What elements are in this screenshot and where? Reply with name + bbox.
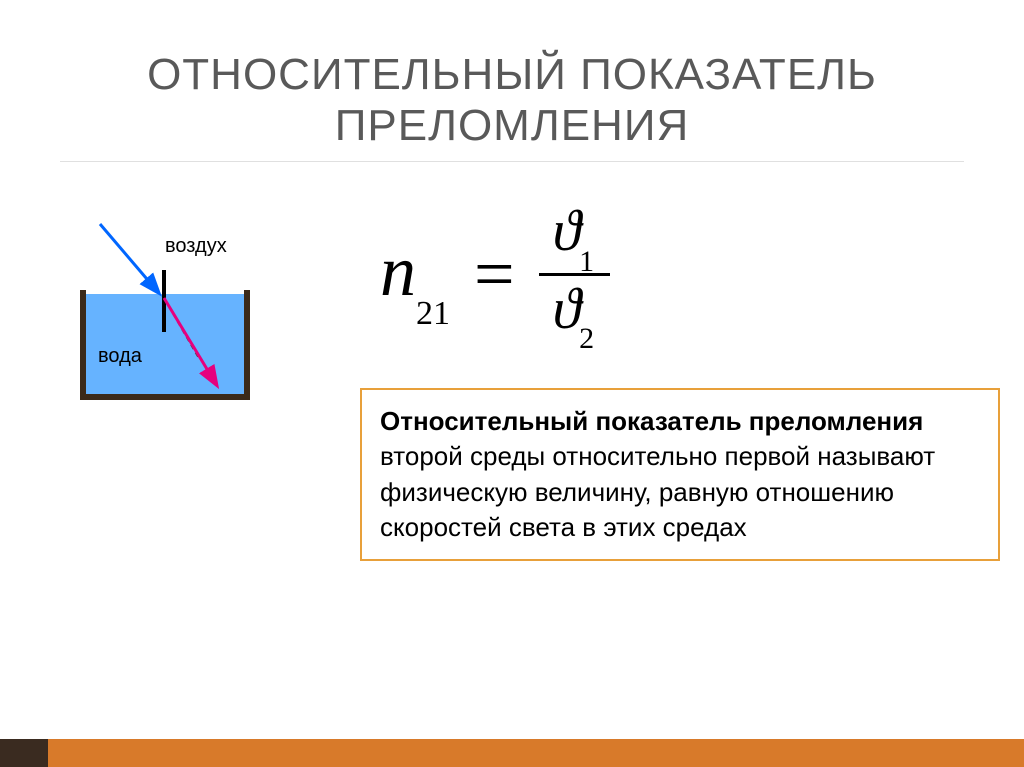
lhs-symbol: n: [380, 231, 416, 311]
title-line-2: ПРЕЛОМЛЕНИЯ: [60, 101, 964, 152]
footer-bar: [0, 739, 1024, 767]
formula-eq: =: [470, 233, 519, 316]
title-divider: [60, 161, 964, 162]
definition-box: Относительный показатель преломления вто…: [360, 388, 1000, 560]
num-sub: 1: [579, 245, 594, 278]
definition-term: Относительный показатель преломления: [380, 406, 923, 436]
content-row: воздух вода n21 = ϑ1 ϑ2: [60, 212, 964, 561]
lhs-sub: 21: [416, 295, 450, 332]
slide: ОТНОСИТЕЛЬНЫЙ ПОКАЗАТЕЛЬ ПРЕЛОМЛЕНИЯ: [0, 0, 1024, 767]
den-sub: 2: [579, 322, 594, 355]
footer-dark-segment: [0, 739, 48, 767]
slide-title: ОТНОСИТЕЛЬНЫЙ ПОКАЗАТЕЛЬ ПРЕЛОМЛЕНИЯ: [60, 50, 964, 162]
formula-fraction: ϑ1 ϑ2: [539, 202, 610, 346]
refraction-diagram: воздух вода: [60, 212, 290, 417]
refraction-formula: n21 = ϑ1 ϑ2: [380, 202, 1000, 346]
definition-rest: второй среды относительно первой называю…: [380, 441, 935, 541]
footer-orange-segment: [48, 739, 1024, 767]
diagram-svg: воздух вода: [70, 212, 270, 412]
formula-column: n21 = ϑ1 ϑ2 Относительный показатель пре…: [290, 212, 1000, 561]
incident-ray: [100, 224, 158, 292]
den-symbol: ϑ: [553, 276, 581, 341]
label-water: вода: [98, 345, 143, 367]
label-air: воздух: [165, 235, 227, 257]
num-symbol: ϑ: [553, 198, 581, 263]
formula-lhs: n21: [380, 230, 450, 319]
fraction-numerator: ϑ1: [539, 202, 610, 269]
title-line-1: ОТНОСИТЕЛЬНЫЙ ПОКАЗАТЕЛЬ: [60, 50, 964, 101]
fraction-denominator: ϑ2: [539, 280, 610, 347]
